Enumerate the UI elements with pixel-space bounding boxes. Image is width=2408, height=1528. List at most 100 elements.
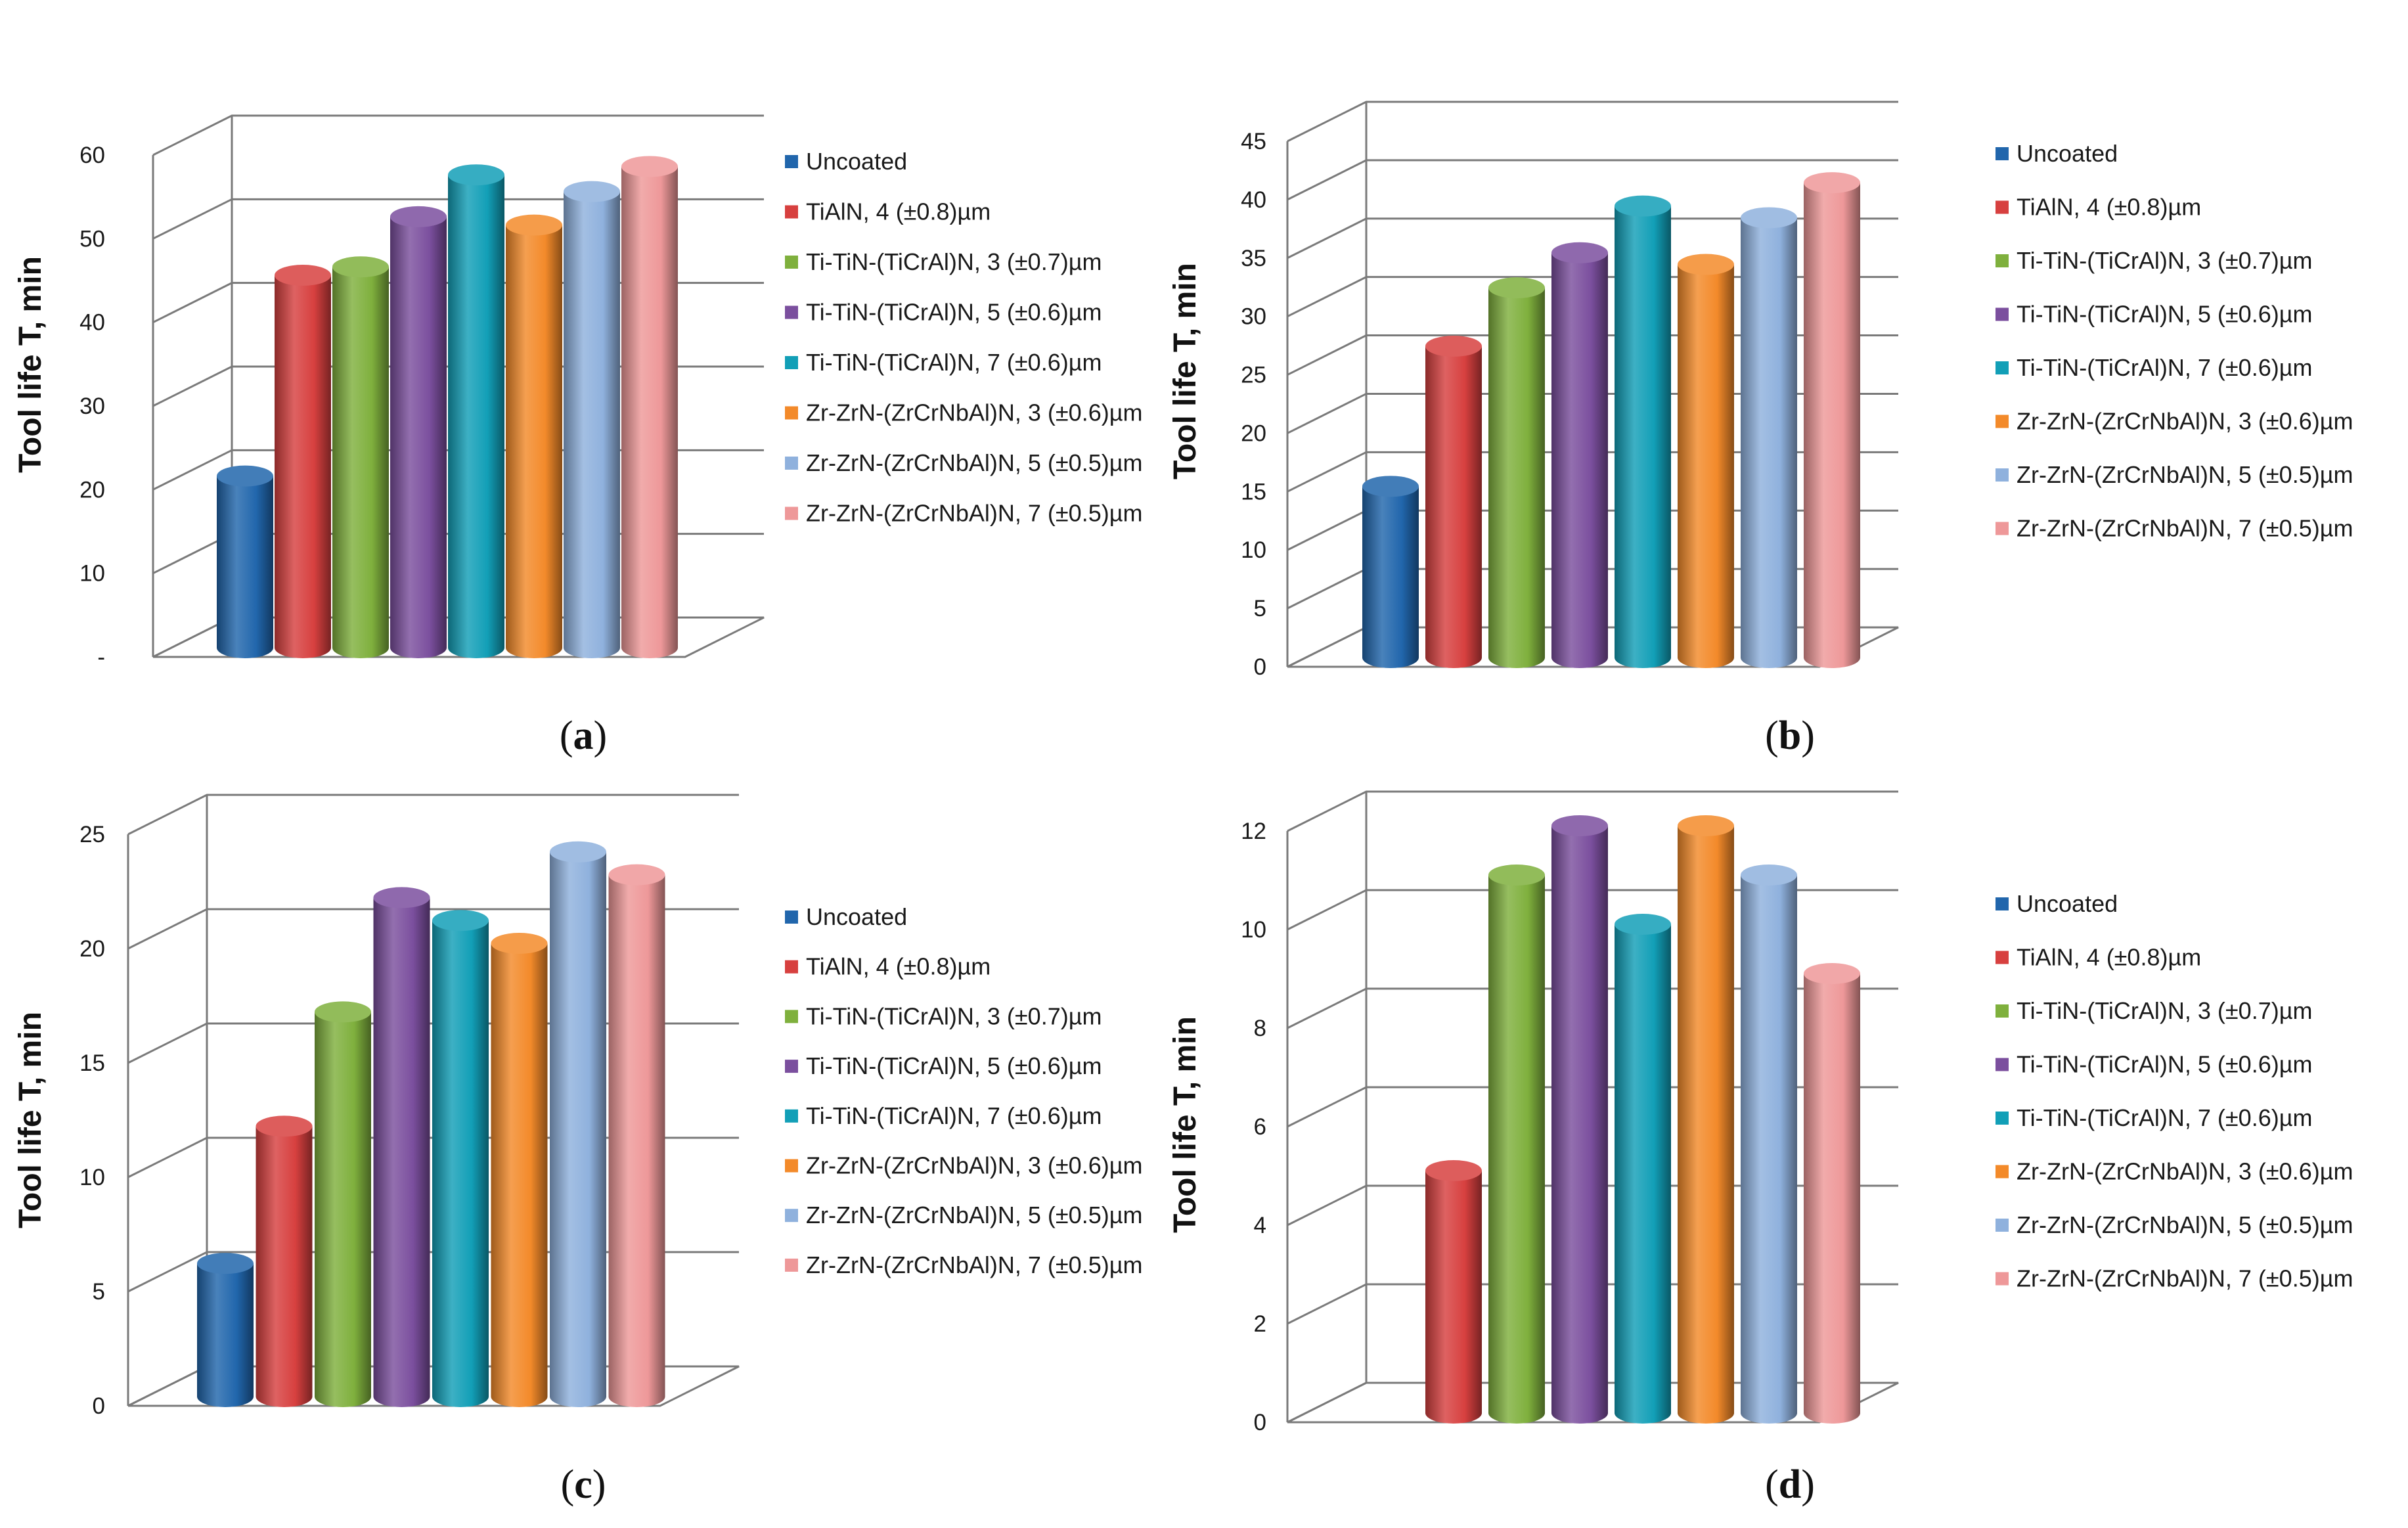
bar-body: [197, 1263, 254, 1407]
y-tick-label: 2: [1254, 1311, 1266, 1337]
y-tick-label: 20: [79, 936, 105, 962]
chart-panel-d: 0 2 4 6 8 10 12 Tool life T, min Uncoated TiAlN, …: [1168, 790, 2353, 1507]
legend-entry: TiAlN, 4 (±0.8)µm: [2017, 944, 2201, 971]
bar-body: [1678, 264, 1734, 668]
y-tick-label: 4: [1254, 1213, 1266, 1238]
bar-d-1: [1425, 1160, 1482, 1424]
bar-top: [564, 181, 620, 202]
y-tick-label: 0: [1254, 654, 1266, 680]
bar-d-7: [1804, 963, 1860, 1424]
bar-top: [1551, 242, 1608, 263]
y-axis-label: Tool life T, min: [1168, 1016, 1203, 1233]
y-tick-label: 6: [1254, 1114, 1266, 1140]
legend-entry: TiAlN, 4 (±0.8)µm: [2017, 194, 2201, 221]
bar-top: [1804, 172, 1860, 194]
bar-body: [1741, 217, 1797, 668]
bar-body: [564, 191, 620, 659]
bar-top: [197, 1253, 254, 1274]
bar-c-1: [256, 1115, 313, 1407]
y-tick-label: 45: [1241, 129, 1266, 154]
legend-entry: Zr-ZrN-(ZrCrNbAl)N, 5 (±0.5)µm: [2017, 1211, 2353, 1238]
legend-swatch: [1996, 1058, 2009, 1071]
y-tick-label: 10: [79, 561, 105, 587]
legend-swatch: [1996, 951, 2009, 964]
y-axis-label: Tool life T, min: [13, 1012, 48, 1228]
y-tick-label: 0: [1254, 1410, 1266, 1435]
bar-b-4: [1615, 195, 1671, 669]
legend-swatch: [785, 1159, 798, 1173]
y-tick-label: 60: [79, 143, 105, 168]
y-tick-label: 35: [1241, 246, 1266, 271]
y-tick-label: -: [97, 644, 105, 670]
bar-top: [1488, 865, 1545, 886]
bar-c-2: [315, 1001, 371, 1407]
bar-body: [1551, 826, 1608, 1424]
bar-body: [275, 275, 331, 658]
bar-top: [217, 465, 273, 487]
bar-top: [448, 164, 504, 186]
legend-entry: Ti-TiN-(TiCrAl)N, 3 (±0.7)µm: [2017, 997, 2312, 1024]
bar-c-3: [373, 887, 430, 1407]
legend-entry: Ti-TiN-(TiCrAl)N, 5 (±0.6)µm: [2017, 1051, 2312, 1078]
gridline: [152, 114, 764, 156]
bar-body: [373, 897, 430, 1407]
bar-body: [621, 166, 678, 658]
bar-b-5: [1678, 254, 1734, 668]
bar-top: [256, 1115, 313, 1137]
legend-swatch: [1996, 1219, 2009, 1232]
legend-swatch: [1996, 361, 2009, 374]
bar-body: [1615, 206, 1671, 669]
panel-label: (d): [1765, 1462, 1815, 1507]
chart-floor: [127, 1365, 740, 1407]
bar-body: [315, 1012, 371, 1407]
bar-a-3: [390, 206, 447, 658]
y-tick-label: 10: [1241, 537, 1266, 563]
bar-top: [1551, 815, 1608, 836]
bar-top: [1741, 207, 1797, 229]
legend-entry: Zr-ZrN-(ZrCrNbAl)N, 7 (±0.5)µm: [806, 1251, 1142, 1278]
legend-entry: Ti-TiN-(TiCrAl)N, 3 (±0.7)µm: [806, 248, 1102, 275]
legend-swatch: [785, 356, 798, 369]
bar-top: [432, 910, 489, 932]
y-tick-label: 40: [1241, 187, 1266, 213]
bar-body: [390, 216, 447, 658]
legend-swatch: [1996, 1272, 2009, 1286]
bar-b-0: [1362, 476, 1419, 668]
bar-top: [373, 887, 430, 909]
y-axis-label: Tool life T, min: [13, 256, 48, 473]
legend-swatch: [1996, 1004, 2009, 1018]
bar-c-0: [197, 1253, 254, 1407]
bar-a-5: [506, 214, 562, 659]
bar-a-0: [217, 465, 273, 658]
legend-entry: Ti-TiN-(TiCrAl)N, 5 (±0.6)µm: [806, 1052, 1102, 1079]
bar-body: [1741, 875, 1797, 1424]
bar-d-2: [1488, 865, 1545, 1424]
legend-entry: Zr-ZrN-(ZrCrNbAl)N, 7 (±0.5)µm: [806, 500, 1142, 527]
panel-label: (a): [560, 713, 607, 758]
legend-swatch: [1996, 307, 2009, 321]
legend-swatch: [785, 256, 798, 269]
chart-floor: [152, 616, 765, 658]
legend-swatch: [1996, 200, 2009, 214]
legend-swatch: [1996, 415, 2009, 428]
legend-swatch: [785, 1209, 798, 1223]
panel-label: (c): [561, 1462, 606, 1507]
gridline: [127, 794, 739, 836]
legend-swatch: [785, 910, 798, 924]
legend-entry: TiAlN, 4 (±0.8)µm: [806, 198, 991, 225]
legend-swatch: [785, 506, 798, 520]
legend-entry: Uncoated: [2017, 140, 2118, 167]
bar-a-6: [564, 181, 620, 659]
legend-swatch: [785, 305, 798, 319]
legend-swatch: [785, 457, 798, 470]
legend-swatch: [1996, 897, 2009, 910]
bar-top: [550, 841, 606, 863]
y-tick-label: 8: [1254, 1016, 1266, 1041]
legend-swatch: [1996, 468, 2009, 482]
bar-body: [256, 1126, 313, 1407]
legend-entry: Zr-ZrN-(ZrCrNbAl)N, 7 (±0.5)µm: [2017, 515, 2353, 542]
legend-entry: TiAlN, 4 (±0.8)µm: [806, 953, 991, 980]
chart-panel-c: 0 5 10 15 20 25 Tool life T, min Uncoated TiAlN,…: [13, 794, 1142, 1507]
bar-d-4: [1615, 914, 1671, 1424]
